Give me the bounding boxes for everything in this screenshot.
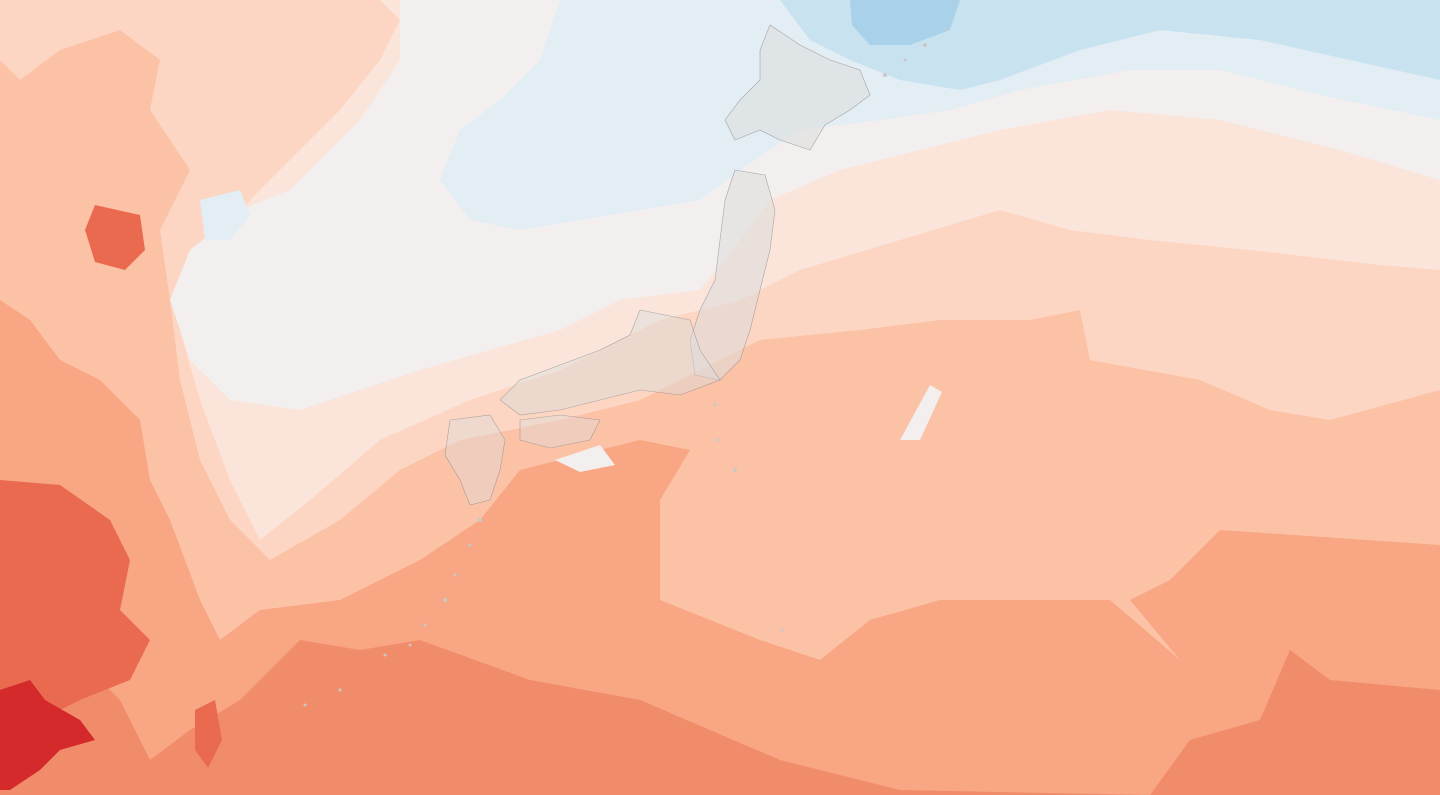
contour-patch-neutral-south (555, 445, 615, 472)
honshu-central (499, 309, 721, 416)
ryukyu-islands (303, 518, 482, 707)
izu-islands (713, 403, 784, 632)
shikoku (519, 414, 601, 449)
contour-band-cold-strong (850, 0, 960, 45)
japan-land (303, 24, 947, 707)
contour-patch-hotter-west (0, 480, 150, 740)
contour-patch-hotter-west-2 (85, 205, 145, 270)
contour-band-neutral (170, 0, 1440, 410)
contour-patch-hottest (0, 680, 95, 790)
hokkaido (724, 24, 871, 151)
kyushu (444, 414, 506, 506)
contour-patch-neutral-korea (195, 290, 300, 390)
contour-band-cool (440, 0, 1440, 230)
contour-patch-neutral-east (900, 385, 942, 440)
contour-patch-hotter-south (195, 700, 222, 768)
kuril-islands (883, 28, 947, 77)
contour-patch-cool-west (200, 190, 250, 240)
